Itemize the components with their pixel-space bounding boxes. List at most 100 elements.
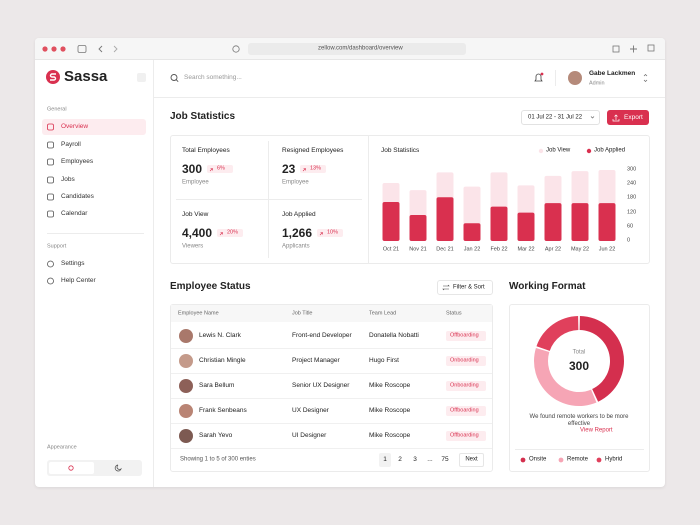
user-role: Admin bbox=[589, 80, 605, 87]
y-tick-label: 240 bbox=[627, 180, 637, 187]
section-heading: General bbox=[47, 106, 67, 113]
y-tick-label: 120 bbox=[627, 209, 637, 216]
stat-value: 23 bbox=[282, 161, 296, 176]
bar bbox=[544, 203, 562, 241]
bar bbox=[490, 206, 508, 241]
column-header: Status bbox=[446, 310, 462, 317]
back-icon bbox=[98, 45, 103, 53]
search-input[interactable]: Search something... bbox=[184, 74, 242, 82]
page-number[interactable]: 2 bbox=[398, 456, 402, 464]
nav-divider bbox=[47, 233, 144, 234]
table-cell: Mike Roscope bbox=[369, 407, 411, 415]
employee-name: Sarah Yevo bbox=[199, 432, 233, 440]
window-dot bbox=[60, 46, 66, 52]
logo-s bbox=[49, 73, 57, 81]
nav-item[interactable]: Overview bbox=[61, 123, 89, 131]
section-heading: Support bbox=[47, 243, 67, 250]
next-label[interactable]: Next bbox=[465, 456, 478, 463]
legend-label: Onsite bbox=[529, 456, 547, 463]
view-report-link[interactable]: View Report bbox=[580, 427, 613, 434]
card-divider bbox=[176, 199, 362, 200]
employee-name: Frank Senbeans bbox=[199, 407, 247, 415]
change-badge bbox=[300, 165, 326, 173]
url-text[interactable]: zellow.com/dashboard/overview bbox=[318, 45, 403, 52]
nav-item[interactable]: Candidates bbox=[61, 193, 94, 201]
date-picker[interactable] bbox=[521, 110, 600, 125]
stat-unit: Applicants bbox=[282, 243, 310, 250]
panel-divider bbox=[368, 135, 369, 264]
nav-item[interactable]: Settings bbox=[61, 260, 85, 268]
table-cell: Hugo First bbox=[369, 357, 399, 365]
table-header bbox=[171, 305, 492, 322]
next-button[interactable] bbox=[459, 453, 484, 467]
page-number[interactable]: 1 bbox=[383, 456, 387, 464]
page-number[interactable]: ... bbox=[427, 456, 433, 464]
table-cell: Donatella Nobatti bbox=[369, 332, 419, 340]
bell-icon bbox=[534, 73, 543, 82]
employee-avatar bbox=[179, 329, 193, 343]
nav-icon bbox=[47, 210, 54, 218]
column-header: Team Lead bbox=[369, 310, 397, 317]
table-cell: Front-end Developer bbox=[292, 332, 352, 340]
page-number[interactable]: 75 bbox=[441, 456, 449, 464]
stat-label: Resigned Employees bbox=[282, 147, 344, 155]
section-title: Employee Status bbox=[170, 281, 251, 292]
nav-item[interactable]: Payroll bbox=[61, 141, 81, 149]
user-name[interactable]: Gabe Lackmen bbox=[589, 69, 636, 77]
filter-label[interactable]: Filter & Sort bbox=[453, 283, 485, 290]
status-text: Onboarding bbox=[450, 382, 479, 389]
section-title: Working Format bbox=[509, 281, 586, 292]
bar bbox=[382, 201, 400, 241]
export-label[interactable]: Export bbox=[624, 113, 643, 121]
status-text: Onboarding bbox=[450, 357, 479, 364]
table-cell: Mike Roscope bbox=[369, 382, 411, 390]
nav-icon bbox=[47, 260, 54, 268]
row-divider bbox=[171, 348, 492, 349]
nav-icon bbox=[47, 141, 54, 149]
employee-avatar bbox=[179, 429, 193, 443]
collapse-button[interactable] bbox=[137, 73, 146, 82]
forward-icon bbox=[113, 45, 118, 53]
y-tick-label: 300 bbox=[627, 166, 637, 173]
x-tick-label: Oct 21 bbox=[382, 246, 400, 253]
nav-item[interactable]: Help Center bbox=[61, 277, 96, 285]
x-tick-label: Jan 22 bbox=[463, 246, 481, 253]
shield-icon bbox=[232, 45, 240, 53]
employee-name: Christian Mingle bbox=[199, 357, 246, 365]
bar bbox=[598, 203, 616, 241]
status-badge bbox=[446, 431, 486, 441]
section-heading: Appearance bbox=[47, 444, 77, 451]
sun-icon bbox=[68, 465, 74, 471]
light-mode-button[interactable] bbox=[49, 462, 94, 474]
status-text: Offboarding bbox=[450, 407, 479, 414]
legend-label: Job View bbox=[546, 147, 571, 154]
date-range[interactable]: 01 Jul 22 - 31 Jul 22 bbox=[528, 113, 583, 120]
status-badge bbox=[446, 356, 486, 366]
table-cell: UI Designer bbox=[292, 432, 327, 440]
nav-icon bbox=[47, 193, 54, 201]
nav-item[interactable]: Employees bbox=[61, 158, 94, 166]
user-avatar bbox=[568, 71, 582, 85]
section-title: Job Statistics bbox=[170, 111, 236, 122]
table-cell: Senior UX Designer bbox=[292, 382, 350, 390]
stat-change: 13% bbox=[310, 165, 322, 172]
bar bbox=[517, 212, 535, 241]
working-format-note: We found remote workers to be more effec… bbox=[529, 413, 629, 427]
stat-label: Job Applied bbox=[282, 211, 316, 219]
nav-item[interactable]: Calendar bbox=[61, 210, 88, 218]
bar bbox=[463, 223, 481, 241]
status-badge bbox=[446, 331, 486, 341]
stat-change: 6% bbox=[217, 165, 225, 172]
table-cell: Mike Roscope bbox=[369, 432, 411, 440]
nav-icon bbox=[47, 158, 54, 166]
filter-button[interactable] bbox=[437, 280, 493, 295]
page-number[interactable]: 3 bbox=[413, 456, 417, 464]
table-cell: Project Manager bbox=[292, 357, 340, 365]
bar bbox=[409, 214, 427, 241]
filter-icon bbox=[442, 284, 450, 291]
nav-item[interactable]: Jobs bbox=[61, 176, 75, 184]
export-icon bbox=[612, 114, 620, 122]
y-tick-label: 0 bbox=[627, 237, 631, 244]
url-bar[interactable] bbox=[248, 43, 466, 55]
donut-segment bbox=[536, 316, 579, 351]
